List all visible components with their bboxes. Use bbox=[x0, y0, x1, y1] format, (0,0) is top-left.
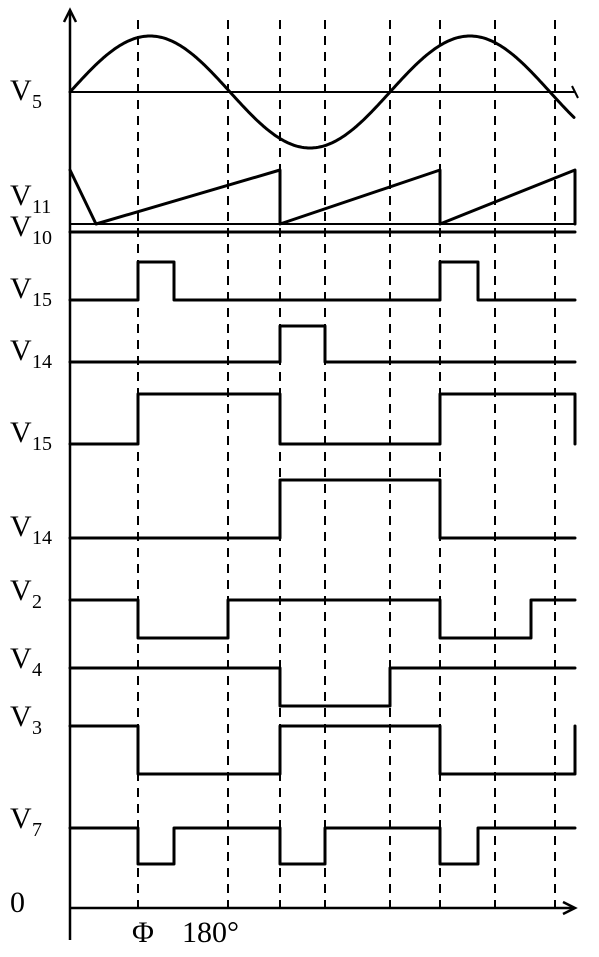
v15b-wave bbox=[70, 394, 575, 444]
row-v14b: V14 bbox=[10, 480, 575, 549]
label-sub-v10: 10 bbox=[32, 227, 52, 249]
label-zero: 0 bbox=[10, 886, 25, 919]
label-v5: V bbox=[10, 74, 32, 107]
label-v11: V bbox=[10, 179, 32, 212]
row-v5: V5 bbox=[10, 36, 578, 148]
v15a-wave bbox=[70, 262, 575, 300]
row-v11: V11 bbox=[10, 170, 575, 224]
label-v2: V bbox=[10, 574, 32, 607]
x-label: Φ bbox=[132, 916, 154, 949]
v2-wave bbox=[70, 600, 575, 638]
label-sub-v2: 2 bbox=[32, 591, 42, 613]
row-v3: V3 bbox=[10, 700, 575, 774]
label-sub-v14a: 14 bbox=[32, 351, 52, 373]
v14b-wave bbox=[70, 480, 575, 538]
row-zero: 0 bbox=[10, 886, 25, 919]
x-label: 180° bbox=[182, 916, 239, 949]
row-v2: V2 bbox=[10, 574, 575, 638]
label-sub-v15b: 15 bbox=[32, 433, 52, 455]
label-sub-v11: 11 bbox=[32, 196, 51, 218]
label-sub-v4: 4 bbox=[32, 659, 42, 681]
row-v15a: V15 bbox=[10, 262, 575, 311]
row-v4: V4 bbox=[10, 642, 575, 706]
row-v7: V7 bbox=[10, 802, 575, 864]
label-v7: V bbox=[10, 802, 32, 835]
label-v4: V bbox=[10, 642, 32, 675]
v7-wave bbox=[70, 828, 575, 864]
v4-wave bbox=[70, 668, 575, 706]
v14a-wave bbox=[70, 326, 575, 362]
label-sub-v15a: 15 bbox=[32, 289, 52, 311]
label-sub-v5: 5 bbox=[32, 91, 42, 113]
v3-wave bbox=[70, 726, 575, 774]
label-sub-v7: 7 bbox=[32, 819, 42, 841]
row-v10: V10 bbox=[10, 210, 575, 249]
v11-wave bbox=[70, 170, 575, 224]
label-v14a: V bbox=[10, 334, 32, 367]
label-sub-v3: 3 bbox=[32, 717, 42, 739]
label-v10: V bbox=[10, 210, 32, 243]
label-sub-v14b: 14 bbox=[32, 527, 52, 549]
label-v14b: V bbox=[10, 510, 32, 543]
label-v15a: V bbox=[10, 272, 32, 305]
row-v15b: V15 bbox=[10, 394, 575, 455]
row-v14a: V14 bbox=[10, 326, 575, 373]
label-v3: V bbox=[10, 700, 32, 733]
label-v15b: V bbox=[10, 416, 32, 449]
